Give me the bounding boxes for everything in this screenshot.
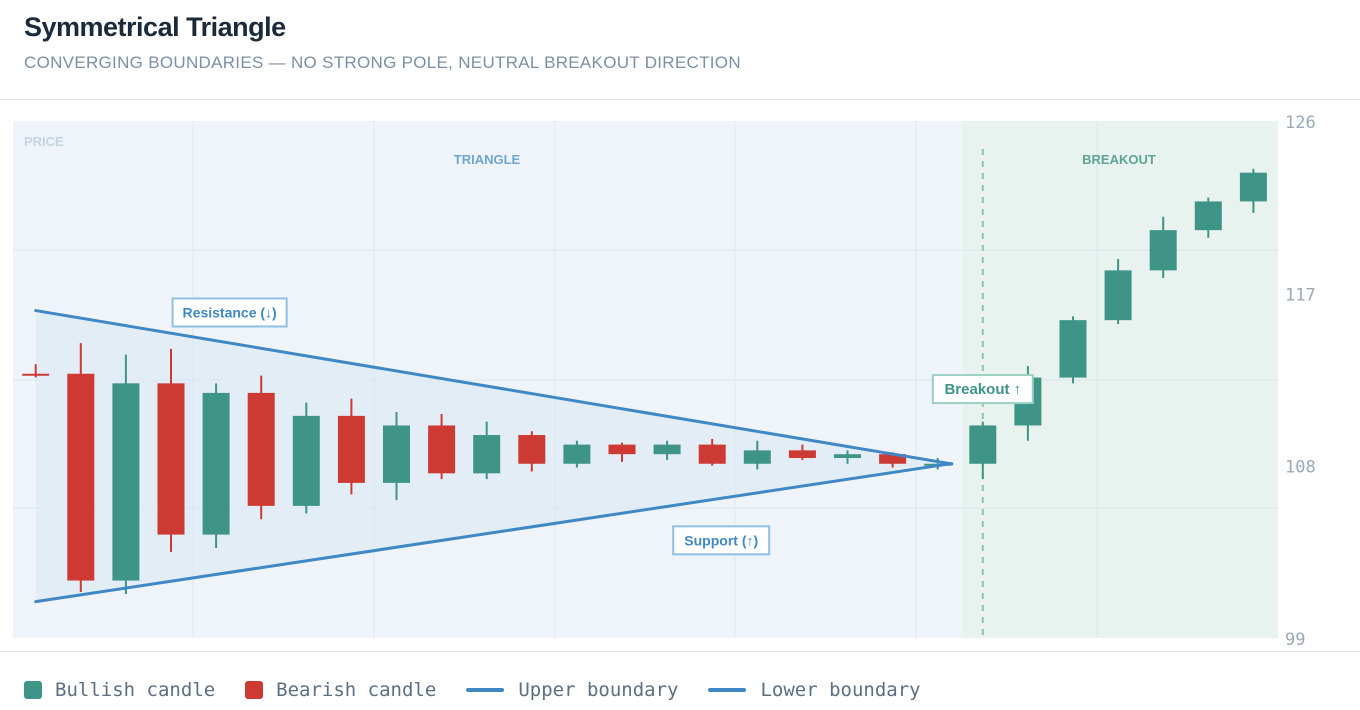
legend-label-upper: Upper boundary (518, 679, 679, 701)
candle (834, 450, 861, 464)
candle (112, 354, 140, 594)
candle (563, 440, 591, 468)
candle-body (879, 454, 907, 464)
chart-title: Symmetrical Triangle (24, 12, 286, 42)
annotation-breakout: Breakout ↑ (931, 374, 1034, 405)
candle-body (67, 373, 95, 581)
candle-body (337, 415, 365, 483)
candle-body (157, 383, 185, 535)
lower-boundary-swatch (708, 688, 747, 692)
annotation-resistance-text: Resistance (↓) (183, 304, 277, 320)
legend-item-bearish: Bearish candle (245, 679, 436, 701)
zone-label-triangle: TRIANGLE (454, 152, 521, 167)
candle (337, 398, 365, 495)
candle (292, 402, 320, 514)
upper-boundary-swatch (466, 688, 505, 692)
annotation-resistance: Resistance (↓) (171, 297, 288, 328)
candle-body (653, 444, 681, 455)
candle-body (292, 415, 320, 506)
candle-body (518, 435, 546, 464)
y-tick-label: 117 (1285, 285, 1316, 305)
candle (698, 438, 726, 466)
annotation-breakout-box (931, 374, 1034, 405)
candle (518, 431, 546, 472)
annotation-support-text: Support (↑) (684, 532, 758, 548)
candle-body (383, 425, 410, 483)
candle-body (473, 435, 501, 474)
candle (788, 444, 816, 460)
legend-item-bullish: Bullish candle (24, 679, 215, 701)
legend-divider (0, 651, 1360, 652)
annotation-support: Support (↑) (672, 525, 771, 556)
candle (67, 343, 95, 593)
annotation-support-box (672, 525, 771, 556)
candle (247, 375, 275, 520)
y-tick-label: 126 (1285, 113, 1316, 133)
candle (608, 442, 636, 462)
zone-label-breakout: BREAKOUT (1082, 152, 1156, 167)
candle (1104, 258, 1132, 324)
candle (1194, 197, 1222, 238)
lower-boundary-line (34, 462, 954, 604)
candle (383, 412, 410, 501)
candle (743, 440, 771, 470)
legend-label-bearish: Bearish candle (276, 679, 437, 701)
candle-body (1104, 270, 1132, 321)
candle (653, 440, 681, 460)
candle (428, 413, 456, 480)
candle-body (834, 454, 861, 459)
y-tick-label: 99 (1285, 630, 1305, 650)
candle (157, 348, 185, 552)
candle (1149, 216, 1177, 279)
candle-body (247, 392, 275, 506)
candles (22, 168, 1267, 594)
bullish-swatch (24, 681, 42, 699)
candle (969, 421, 997, 480)
legend-item-upper: Upper boundary (466, 679, 678, 701)
candle-body (112, 383, 140, 581)
candle (1059, 316, 1087, 384)
candle-body (22, 373, 50, 376)
candle (22, 364, 50, 378)
legend-item-lower: Lower boundary (708, 679, 921, 701)
legend: Bullish candle Bearish candle Upper boun… (24, 676, 951, 704)
candle (202, 383, 230, 549)
candle-body (743, 450, 771, 464)
candle-body (608, 444, 636, 455)
candle (473, 421, 501, 480)
upper-boundary-line (34, 309, 954, 466)
candle-body (969, 425, 997, 464)
candle-body (1239, 172, 1267, 202)
bearish-swatch (245, 681, 264, 699)
legend-label-bullish: Bullish candle (55, 679, 216, 701)
legend-label-lower: Lower boundary (760, 679, 921, 701)
candle-body (788, 450, 816, 459)
panel-label: PRICE (24, 134, 64, 149)
candle-body (202, 392, 230, 535)
candle-body (698, 444, 726, 464)
candle-body (1194, 201, 1222, 231)
header-divider (0, 99, 1360, 100)
candle-body (428, 425, 456, 474)
chart-subtitle: CONVERGING BOUNDARIES — NO STRONG POLE, … (24, 53, 741, 72)
annotation-breakout-text: Breakout ↑ (944, 381, 1021, 398)
y-tick-label: 108 (1285, 458, 1316, 478)
candle-body (563, 444, 591, 464)
annotation-resistance-box (171, 297, 288, 328)
candle-body (1149, 230, 1177, 271)
candle-body (1059, 320, 1087, 378)
candle (1239, 168, 1267, 213)
